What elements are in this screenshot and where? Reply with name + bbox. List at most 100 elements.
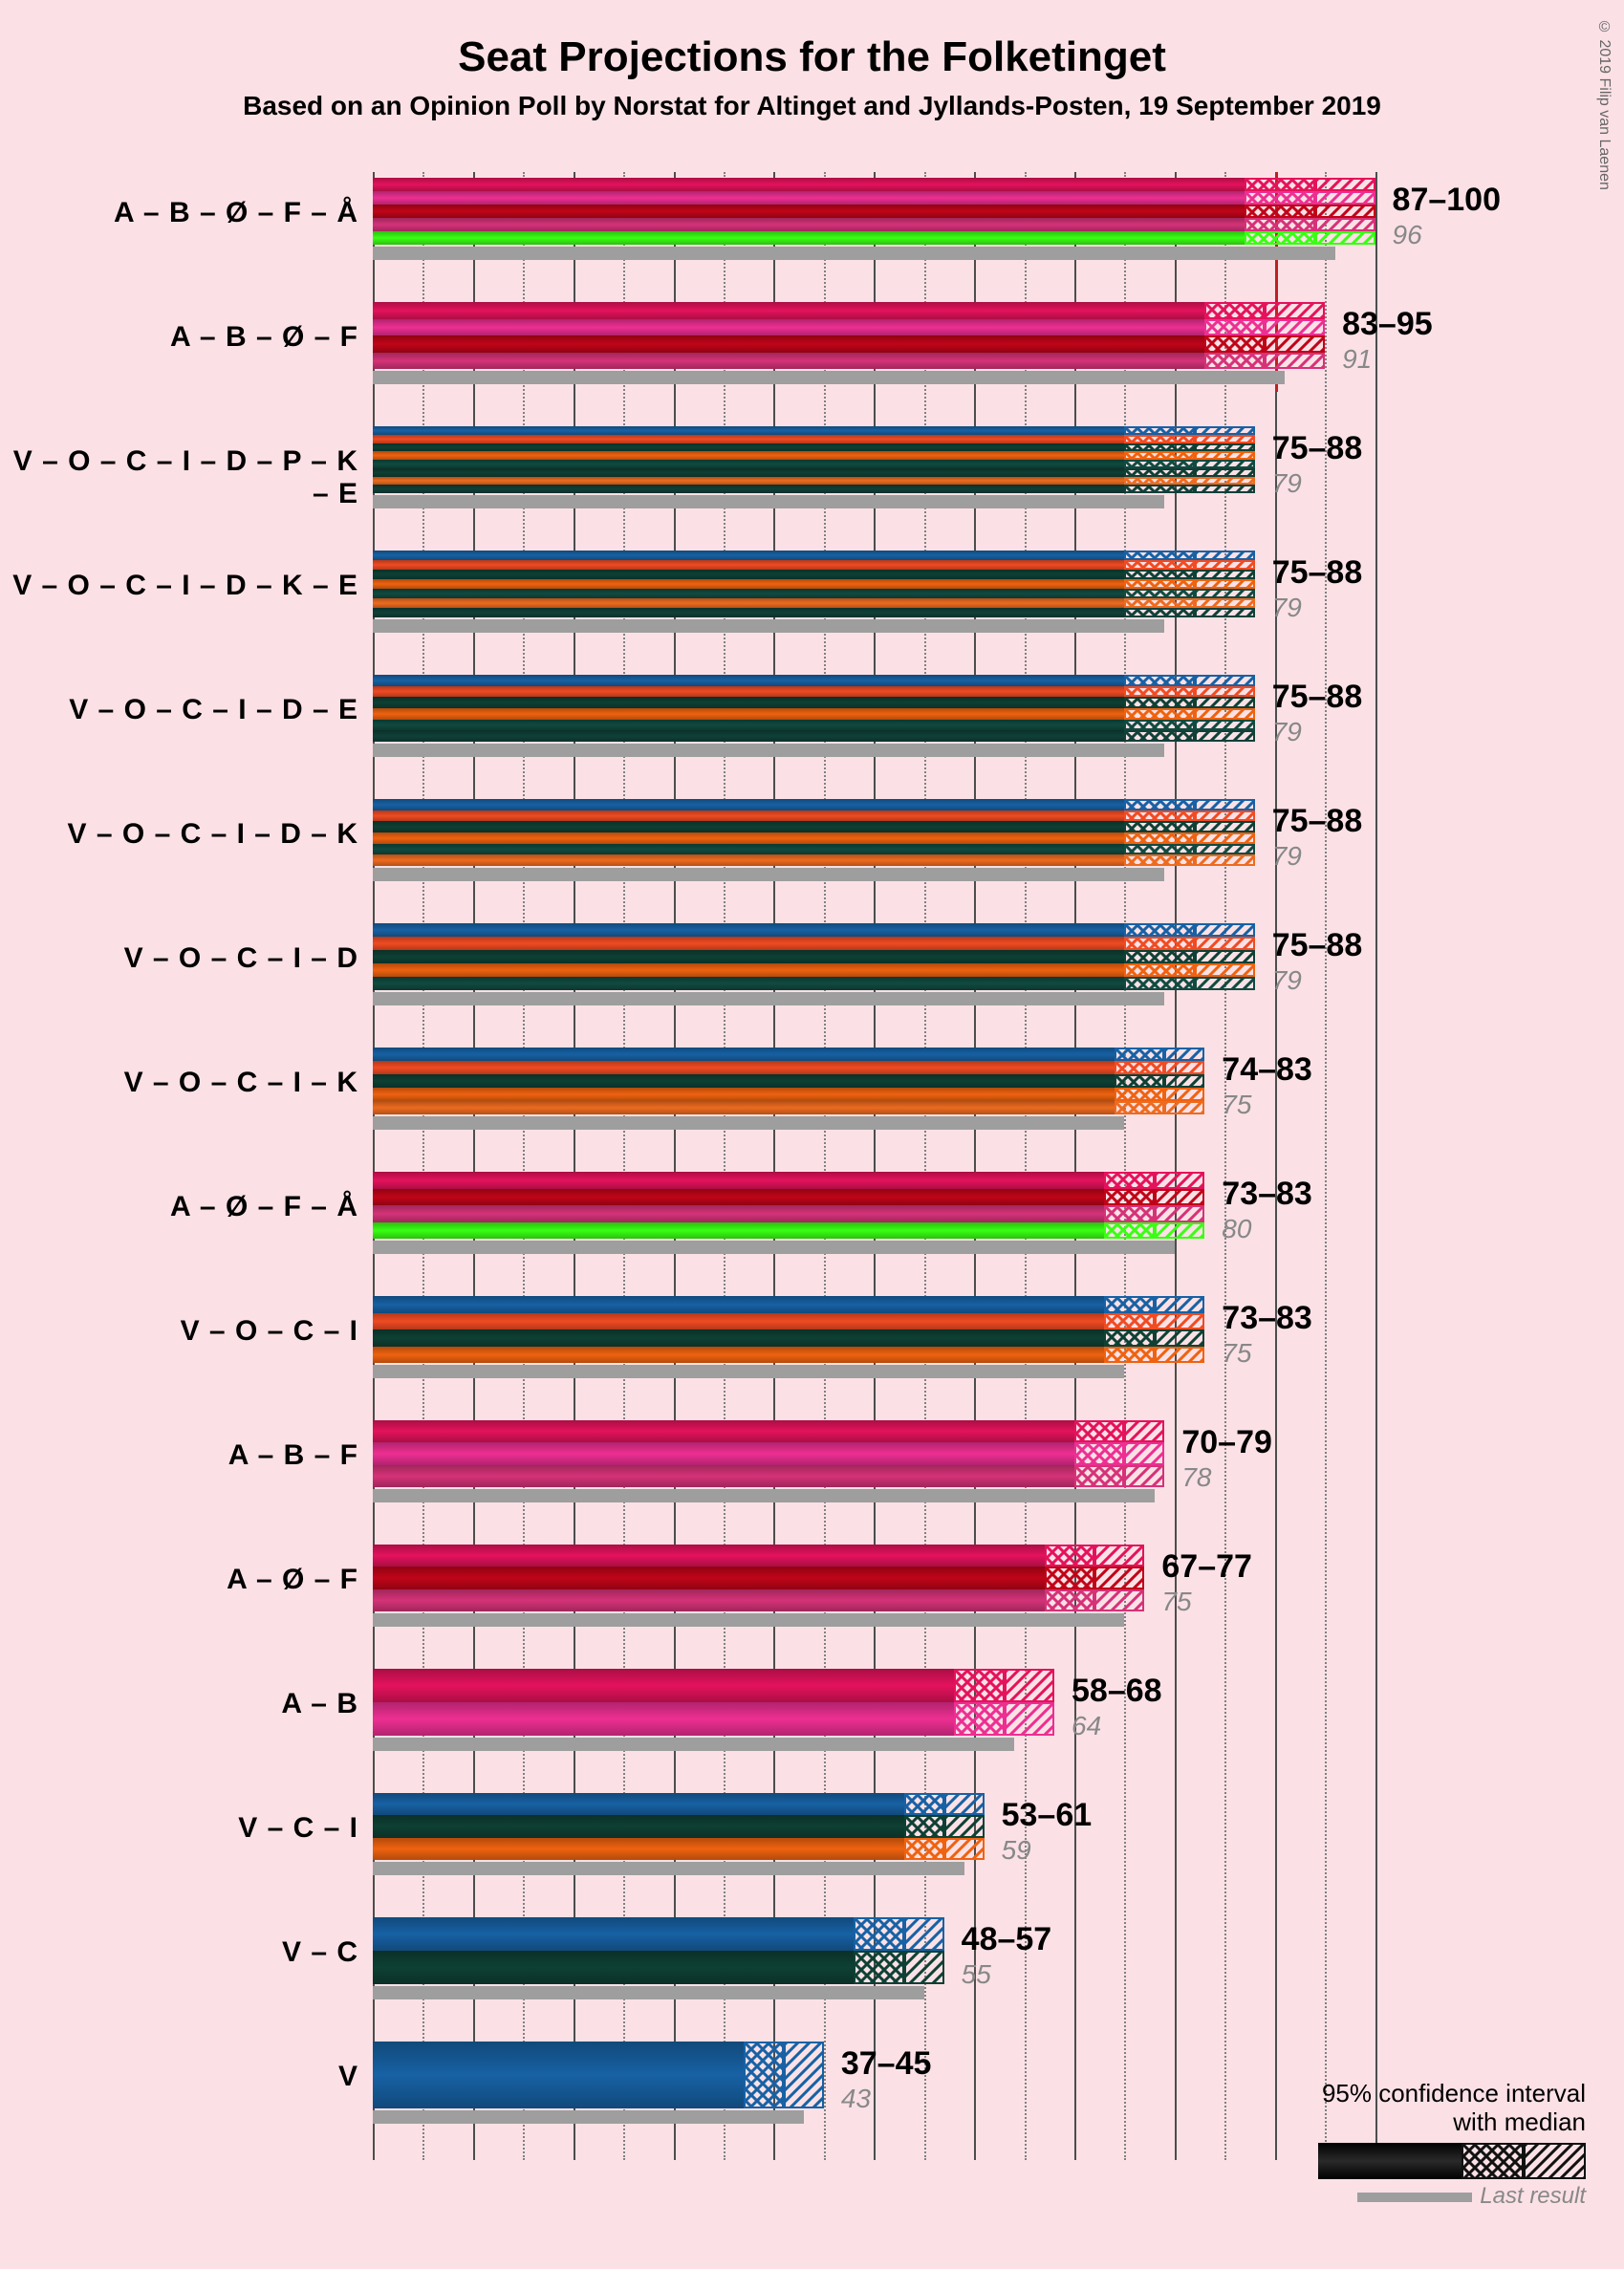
legend-sample-bar <box>1242 2143 1586 2179</box>
last-result-bar <box>373 1738 1014 1751</box>
coalition-row: A – B 58–6864 <box>0 1663 1624 1778</box>
coalition-row: V – C48–5755 <box>0 1912 1624 2026</box>
legend-line1: 95% confidence interval <box>1322 2079 1586 2107</box>
coalition-row: V – O – C – I – D – E 75–8879 <box>0 669 1624 784</box>
last-result-value: 43 <box>841 2084 871 2114</box>
coalition-bar <box>373 1669 954 1736</box>
last-result-value: 79 <box>1272 841 1302 872</box>
coalition-bar <box>373 1420 1074 1487</box>
range-value: 73–83 <box>1222 1176 1312 1213</box>
legend-line2: with median <box>1453 2107 1586 2136</box>
range-value: 70–79 <box>1181 1424 1272 1461</box>
coalition-row: A – B – F 70–7978 <box>0 1415 1624 1529</box>
coalition-row: V – O – C – I – D – K – E75–8879 <box>0 545 1624 659</box>
last-result-value: 79 <box>1272 717 1302 747</box>
last-result-bar <box>373 1241 1175 1254</box>
coalition-bar <box>373 799 1124 866</box>
confidence-interval <box>1204 302 1325 369</box>
coalition-row: V – O – C – I – K 74–8375 <box>0 1042 1624 1156</box>
coalition-bar <box>373 675 1124 742</box>
last-result-value: 75 <box>1161 1587 1191 1617</box>
last-result-value: 78 <box>1181 1462 1211 1493</box>
confidence-interval <box>904 1793 985 1860</box>
legend: 95% confidence interval with median Last… <box>1242 2080 1586 2210</box>
chart-subtitle: Based on an Opinion Poll by Norstat for … <box>0 91 1624 121</box>
coalition-label: V – O – C – I – D – E <box>0 694 358 726</box>
coalition-row: A – B – Ø – F – Å87–10096 <box>0 172 1624 287</box>
range-value: 75–88 <box>1272 679 1363 716</box>
last-result-value: 79 <box>1272 468 1302 499</box>
last-result-value: 75 <box>1222 1338 1251 1369</box>
coalition-bar <box>373 426 1124 493</box>
coalition-label: A – B – Ø – F – Å <box>0 197 358 229</box>
confidence-interval <box>1124 426 1254 493</box>
confidence-interval <box>854 1917 943 1984</box>
last-result-value: 75 <box>1222 1090 1251 1120</box>
last-result-value: 80 <box>1222 1214 1251 1244</box>
confidence-interval <box>1124 675 1254 742</box>
last-result-value: 55 <box>962 1959 991 1990</box>
legend-title: 95% confidence interval with median <box>1242 2080 1586 2137</box>
last-result-bar <box>373 495 1164 508</box>
coalition-label: V – C <box>0 1936 358 1969</box>
last-result-bar <box>373 2110 804 2124</box>
coalition-label: V – O – C – I – D – K <box>0 818 358 851</box>
last-result-value: 64 <box>1072 1711 1101 1741</box>
coalition-bar <box>373 551 1124 617</box>
legend-last-result: Last result <box>1242 2183 1586 2210</box>
coalition-bar <box>373 1048 1115 1114</box>
last-result-bar <box>373 247 1335 260</box>
confidence-interval <box>744 2042 824 2108</box>
confidence-interval <box>1115 1048 1204 1114</box>
confidence-interval <box>1104 1172 1204 1239</box>
coalition-label: A – Ø – F – Å <box>0 1191 358 1223</box>
coalition-label: A – B <box>0 1688 358 1720</box>
legend-last-swatch <box>1357 2193 1472 2202</box>
last-result-bar <box>373 868 1164 881</box>
confidence-interval <box>1074 1420 1164 1487</box>
range-value: 67–77 <box>1161 1548 1252 1586</box>
coalition-label: V <box>0 2061 358 2093</box>
coalition-bar <box>373 1545 1045 1611</box>
coalition-label: V – C – I <box>0 1812 358 1845</box>
confidence-interval <box>954 1669 1054 1736</box>
coalition-row: A – Ø – F – Å 73–8380 <box>0 1166 1624 1281</box>
range-value: 74–83 <box>1222 1051 1312 1089</box>
coalition-bar <box>373 1793 904 1860</box>
coalition-row: V – O – C – I – D – K 75–8879 <box>0 793 1624 908</box>
range-value: 37–45 <box>841 2045 932 2083</box>
last-result-value: 91 <box>1342 344 1372 375</box>
last-result-bar <box>373 1116 1124 1130</box>
coalition-bar <box>373 1917 854 1984</box>
coalition-row: V – C – I 53–6159 <box>0 1787 1624 1902</box>
range-value: 58–68 <box>1072 1673 1162 1710</box>
coalition-row: A – Ø – F67–7775 <box>0 1539 1624 1653</box>
range-value: 83–95 <box>1342 306 1433 343</box>
last-result-bar <box>373 1862 964 1875</box>
copyright-text: © 2019 Filip van Laenen <box>1595 19 1613 190</box>
coalition-label: V – O – C – I – D – K – E <box>0 570 358 602</box>
coalition-label: V – O – C – I – K <box>0 1067 358 1099</box>
last-result-bar <box>373 992 1164 1005</box>
coalition-row: A – B – Ø – F83–9591 <box>0 296 1624 411</box>
coalition-bar <box>373 302 1204 369</box>
coalition-row: V – O – C – I73–8375 <box>0 1290 1624 1405</box>
chart-area: A – B – Ø – F – Å87–10096A – B – Ø – F83… <box>0 172 1624 2217</box>
confidence-interval <box>1245 178 1375 245</box>
last-result-value: 96 <box>1393 220 1422 250</box>
range-value: 75–88 <box>1272 803 1363 840</box>
last-result-bar <box>373 1986 924 1999</box>
coalition-row: V – O – C – I – D – P – K – E75–8879 <box>0 421 1624 535</box>
range-value: 75–88 <box>1272 554 1363 592</box>
last-result-bar <box>373 371 1285 384</box>
last-result-value: 59 <box>1002 1835 1031 1866</box>
last-result-bar <box>373 1489 1155 1502</box>
range-value: 53–61 <box>1002 1797 1093 1834</box>
chart-title: Seat Projections for the Folketinget <box>0 0 1624 81</box>
confidence-interval <box>1124 551 1254 617</box>
coalition-bar <box>373 178 1245 245</box>
coalition-bar <box>373 1172 1104 1239</box>
confidence-interval <box>1124 923 1254 990</box>
confidence-interval <box>1045 1545 1145 1611</box>
coalition-label: A – B – F <box>0 1439 358 1472</box>
